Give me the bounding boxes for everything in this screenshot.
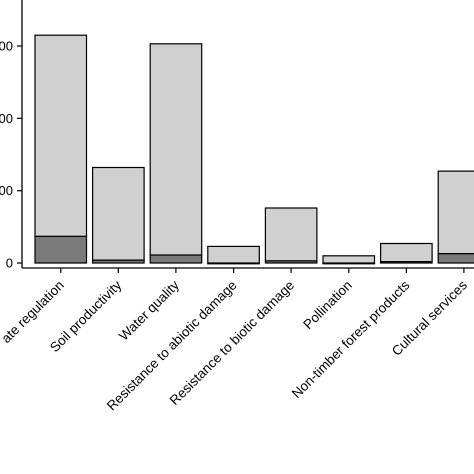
bar-segment-2-5 xyxy=(264,207,318,262)
bar-segment-1-1 xyxy=(34,235,88,264)
bar-segment-2-1 xyxy=(34,34,88,237)
bar-segment-2-2 xyxy=(91,166,145,261)
bar-segment-1-3 xyxy=(149,254,203,264)
x-category-label: Non-timber forest products xyxy=(289,277,413,401)
bar-segment-1-8 xyxy=(437,253,474,264)
bars-group xyxy=(34,34,474,265)
bar-segment-2-4 xyxy=(207,245,260,264)
bar-segment-2-7 xyxy=(380,242,433,263)
bar-segment-2-3 xyxy=(149,43,203,256)
bar-segment-2-6 xyxy=(322,255,376,264)
x-category-label: Resistance to biotic damage xyxy=(167,278,298,409)
x-category-label: Pollination xyxy=(300,278,355,333)
y-tick-label: 00 xyxy=(0,183,13,198)
y-tick-label: 0 xyxy=(6,256,13,271)
y-tick-label: 00 xyxy=(0,111,13,126)
bar-segment-2-8 xyxy=(437,170,474,255)
y-tick-label: 00 xyxy=(0,39,13,54)
